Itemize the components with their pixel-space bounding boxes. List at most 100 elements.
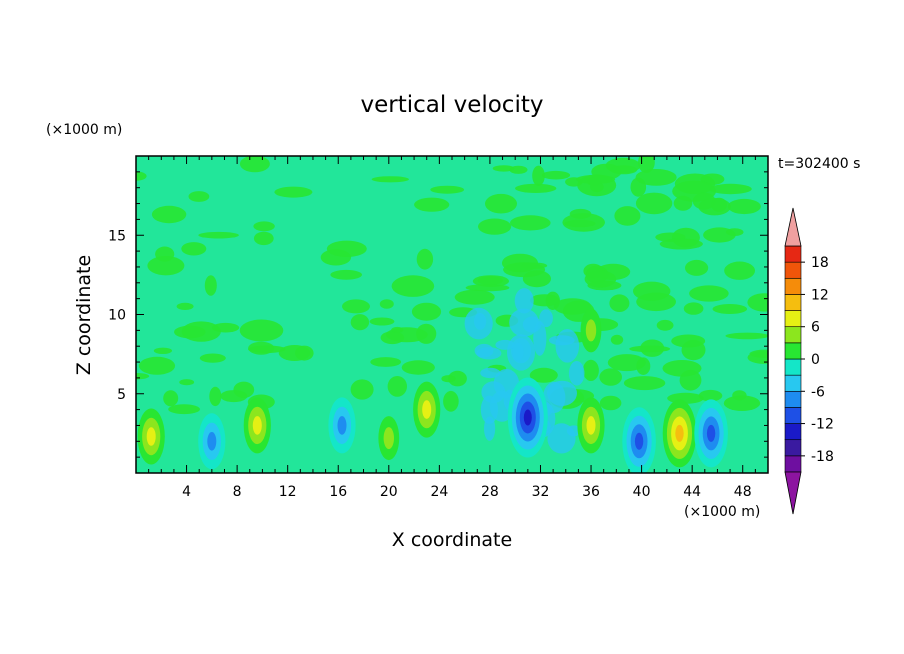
field-texture-patch bbox=[379, 299, 394, 309]
field-texture-patch bbox=[623, 376, 666, 391]
colorbar-tick-label: -12 bbox=[811, 417, 834, 433]
field-texture-patch bbox=[495, 339, 515, 350]
field-texture-patch bbox=[188, 191, 210, 202]
field-texture-patch bbox=[656, 319, 674, 331]
colorbar-tick-label: 18 bbox=[811, 255, 829, 271]
field-texture-patch bbox=[350, 379, 374, 400]
field-texture-patch bbox=[387, 376, 407, 397]
field-texture-patch bbox=[181, 242, 207, 256]
field-cell bbox=[706, 424, 716, 442]
field-texture-patch bbox=[454, 289, 495, 305]
field-texture-patch bbox=[547, 423, 576, 454]
field-texture-patch bbox=[727, 198, 761, 215]
field-texture-patch bbox=[732, 390, 747, 401]
field-texture-patch bbox=[564, 219, 596, 228]
field-texture-patch bbox=[253, 221, 275, 232]
z-axis-unit-label: (×1000 m) bbox=[46, 122, 122, 138]
field-texture-patch bbox=[220, 390, 248, 403]
field-texture-patch bbox=[138, 356, 176, 375]
field-texture-patch bbox=[685, 259, 709, 276]
x-tick-label: 40 bbox=[633, 484, 651, 500]
field-texture-patch bbox=[610, 334, 624, 345]
field-texture-patch bbox=[522, 316, 542, 333]
field-texture-patch bbox=[371, 176, 409, 183]
field-texture-patch bbox=[478, 218, 512, 235]
field-texture-patch bbox=[391, 326, 404, 333]
field-texture-patch bbox=[635, 192, 673, 215]
field-texture-patch bbox=[747, 293, 768, 312]
field-texture-patch bbox=[204, 275, 217, 296]
field-texture-patch bbox=[709, 183, 752, 195]
colorbar-segment bbox=[784, 423, 802, 441]
field-texture-patch bbox=[342, 299, 370, 314]
z-axis: 5 10 15 bbox=[108, 171, 768, 458]
field-texture-patch bbox=[350, 314, 370, 331]
field-cell bbox=[252, 416, 262, 435]
field-texture-patch bbox=[163, 390, 179, 407]
field-texture-patch bbox=[529, 367, 558, 383]
field-texture-patch bbox=[698, 389, 723, 402]
z-axis-title: Z coordinate bbox=[73, 255, 95, 375]
field-cell bbox=[586, 416, 596, 435]
field-texture-patch bbox=[569, 208, 592, 219]
field-texture-patch bbox=[539, 309, 553, 328]
field-texture-patch bbox=[514, 288, 534, 314]
field-texture-patch bbox=[633, 281, 671, 301]
field-texture-patch bbox=[411, 302, 442, 321]
colorbar-segment bbox=[784, 439, 802, 457]
field-cell bbox=[146, 427, 156, 446]
field-cell bbox=[422, 400, 432, 419]
field-cell bbox=[523, 409, 532, 426]
field-texture-patch bbox=[401, 360, 435, 375]
x-tick-label: 44 bbox=[683, 484, 701, 500]
x-tick-label: 16 bbox=[329, 484, 347, 500]
colorbar-segment bbox=[784, 261, 802, 279]
colorbar-tick-label: -6 bbox=[811, 384, 825, 400]
field-texture-patch bbox=[198, 231, 239, 239]
colorbar-over-arrow bbox=[784, 207, 802, 247]
field-texture-patch bbox=[673, 195, 693, 211]
field-texture-patch bbox=[199, 353, 226, 363]
chart-title: vertical velocity bbox=[361, 92, 544, 118]
field-texture-patch bbox=[430, 185, 465, 194]
field-texture-patch bbox=[724, 261, 755, 280]
field-texture-patch bbox=[253, 231, 274, 246]
field-texture-patch bbox=[448, 370, 467, 387]
colorbar-tick-label: -18 bbox=[811, 449, 834, 465]
field-texture-patch bbox=[176, 302, 194, 310]
field-texture-patch bbox=[443, 390, 459, 412]
colorbar-segment bbox=[784, 277, 802, 295]
field-texture-patch bbox=[370, 357, 402, 367]
field-texture-patch bbox=[151, 205, 187, 224]
field-cell bbox=[337, 416, 347, 435]
field-texture-patch bbox=[689, 285, 729, 302]
field-texture-patch bbox=[414, 197, 450, 212]
field-texture-patch bbox=[662, 360, 702, 377]
field-cell bbox=[675, 424, 684, 442]
field-texture-patch bbox=[609, 294, 630, 313]
x-axis-unit-label: (×1000 m) bbox=[684, 504, 760, 520]
x-axis-title: X coordinate bbox=[392, 529, 512, 551]
field-texture-patch bbox=[512, 342, 524, 361]
x-tick-label: 48 bbox=[734, 484, 752, 500]
field-cell bbox=[634, 432, 644, 450]
field-texture-patch bbox=[723, 395, 761, 412]
field-texture-patch bbox=[209, 386, 222, 407]
colorbar-segment bbox=[784, 358, 802, 376]
time-label: t=302400 s bbox=[778, 156, 860, 172]
colorbar-segment bbox=[784, 245, 802, 263]
x-tick-label: 12 bbox=[279, 484, 297, 500]
field-texture-patch bbox=[591, 163, 622, 180]
colorbar-segment bbox=[784, 407, 802, 424]
colorbar-segment bbox=[784, 294, 802, 311]
field-texture-patch bbox=[239, 156, 270, 173]
field-texture-patch bbox=[179, 379, 195, 386]
field-texture-patch bbox=[278, 345, 311, 361]
field-texture-patch bbox=[547, 380, 577, 406]
field-texture-patch bbox=[330, 269, 363, 280]
colorbar-segment bbox=[784, 310, 802, 328]
plot-area bbox=[136, 156, 768, 473]
x-tick-label: 32 bbox=[532, 484, 550, 500]
field-texture-patch bbox=[638, 156, 655, 173]
